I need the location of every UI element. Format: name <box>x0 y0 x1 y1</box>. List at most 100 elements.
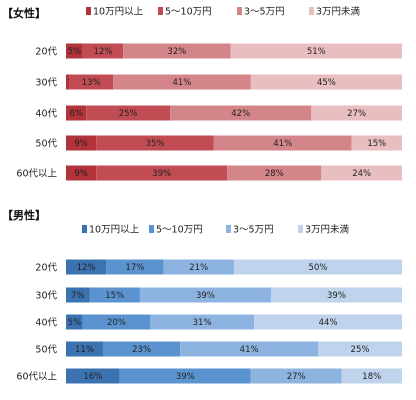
male-data-label-4-0: 16% <box>83 372 102 382</box>
female-data-label-2-1: 25% <box>119 109 138 119</box>
male-bar-segment-1-3 <box>270 287 402 303</box>
male-chart-title: 【男性】 <box>2 208 46 222</box>
male-data-label-1-1: 15% <box>105 291 124 301</box>
male-data-label-4-3: 18% <box>362 372 381 382</box>
male-bar-segment-2-1 <box>82 314 150 330</box>
female-bar-segment-1-3 <box>250 74 402 90</box>
female-data-label-3-3: 15% <box>367 139 386 149</box>
male-legend-label-3: 3万円未満 <box>305 224 350 236</box>
male-bar-segment-3-3 <box>318 341 402 357</box>
female-bar-segment-4-3 <box>321 165 402 181</box>
female-legend-swatch-0 <box>86 7 91 15</box>
male-legend-label-0: 10万円以上 <box>89 225 140 236</box>
female-data-label-0-0: 5% <box>68 47 82 57</box>
male-bar-segment-2-0 <box>66 314 83 330</box>
male-data-label-2-0: 5% <box>68 318 82 328</box>
male-data-label-4-2: 27% <box>287 372 306 382</box>
male-data-label-3-3: 25% <box>351 345 370 355</box>
female-chart-title: 【女性】 <box>2 6 46 20</box>
male-category-label-0: 20代 <box>35 263 57 274</box>
male-data-label-0-3: 50% <box>309 263 328 273</box>
female-chart-panel: 【女性】 10万円以上 5～10万円 3～5万円 3万円未満 20代 5% 12% 32% 51… <box>2 6 402 181</box>
female-data-label-0-2: 32% <box>167 47 186 57</box>
male-data-label-1-3: 39% <box>327 291 346 301</box>
female-bar-segment-3-1 <box>96 135 214 151</box>
male-bar-segment-0-1 <box>106 259 164 275</box>
female-bar-segment-4-1 <box>96 165 228 181</box>
female-category-label-4: 60代以上 <box>16 169 57 180</box>
male-bar-segment-3-1 <box>102 341 181 357</box>
male-bar-segment-2-3 <box>254 314 402 330</box>
female-bar-segment-1-1 <box>69 74 114 90</box>
male-data-label-0-1: 17% <box>125 263 144 273</box>
female-data-label-3-1: 35% <box>146 139 165 149</box>
female-data-label-4-0: 9% <box>74 169 88 179</box>
male-legend-swatch-2 <box>226 225 231 233</box>
male-data-label-2-3: 44% <box>319 318 338 328</box>
male-category-label-3: 50代 <box>35 345 57 356</box>
female-data-label-4-2: 28% <box>265 169 284 179</box>
female-bar-segment-2-2 <box>170 105 312 121</box>
female-legend-label-3: 3万円未満 <box>316 6 361 18</box>
female-data-label-2-3: 27% <box>347 109 366 119</box>
male-data-label-0-2: 21% <box>189 263 208 273</box>
male-legend-label-2: 3～5万円 <box>233 225 274 236</box>
male-data-label-3-0: 11% <box>75 345 94 355</box>
female-legend-label-2: 3～5万円 <box>244 7 285 18</box>
male-legend-swatch-3 <box>298 225 303 233</box>
male-legend-label-1: 5～10万円 <box>156 225 203 236</box>
female-bar-segment-0-2 <box>123 43 231 59</box>
male-data-label-2-2: 31% <box>193 318 212 328</box>
male-category-label-1: 30代 <box>35 291 57 302</box>
male-legend-swatch-1 <box>149 225 154 233</box>
female-bar-segment-0-0 <box>66 43 83 59</box>
male-chart-panel: 【男性】 10万円以上 5～10万円 3～5万円 3万円未満 20代 12% 17% 21% 5… <box>2 208 402 384</box>
female-bar-segment-2-0 <box>66 105 87 121</box>
male-bar-segment-1-2 <box>139 287 271 303</box>
male-bar-segment-0-0 <box>66 259 107 275</box>
male-data-label-1-2: 39% <box>196 291 215 301</box>
male-legend-swatch-0 <box>82 225 87 233</box>
female-data-label-0-3: 51% <box>307 47 326 57</box>
female-data-label-1-3: 45% <box>317 78 336 88</box>
female-bar-segment-1-0 <box>66 74 70 90</box>
male-bar-segment-3-0 <box>66 341 103 357</box>
female-legend-swatch-2 <box>237 7 242 15</box>
male-bar-segment-0-2 <box>163 259 234 275</box>
male-bar-segment-0-3 <box>234 259 402 275</box>
male-data-label-1-0: 7% <box>71 291 85 301</box>
female-data-label-2-0: 6% <box>69 109 83 119</box>
female-category-label-0: 20代 <box>35 47 57 58</box>
female-data-label-1-1: 13% <box>82 78 101 88</box>
male-data-label-4-1: 39% <box>176 372 195 382</box>
female-data-label-3-0: 9% <box>74 139 88 149</box>
female-legend-label-0: 10万円以上 <box>93 7 144 18</box>
female-category-label-1: 30代 <box>35 78 57 89</box>
male-bar-segment-4-3 <box>341 368 402 384</box>
male-data-label-3-1: 23% <box>132 345 151 355</box>
female-bar-segment-3-0 <box>66 135 97 151</box>
female-legend-swatch-1 <box>158 7 163 15</box>
male-bar-segment-4-1 <box>119 368 251 384</box>
female-legend-label-1: 5～10万円 <box>165 7 212 18</box>
male-category-label-4: 60代以上 <box>16 372 57 383</box>
male-data-label-0-0: 12% <box>77 263 96 273</box>
male-bar-segment-1-1 <box>89 287 140 303</box>
female-bar-segment-2-1 <box>86 105 171 121</box>
male-data-label-2-1: 20% <box>107 318 126 328</box>
female-category-label-2: 40代 <box>35 109 57 120</box>
female-data-label-1-2: 41% <box>172 78 191 88</box>
male-data-label-3-2: 41% <box>240 345 259 355</box>
male-bar-segment-1-0 <box>66 287 90 303</box>
male-bar-segment-2-2 <box>150 314 255 330</box>
female-bar-segment-2-3 <box>311 105 402 121</box>
female-legend-swatch-3 <box>309 7 314 15</box>
male-bar-segment-3-2 <box>180 341 318 357</box>
female-data-label-4-1: 39% <box>152 169 171 179</box>
female-bar-segment-4-0 <box>66 165 97 181</box>
female-bar-segment-3-3 <box>351 135 402 151</box>
male-category-label-2: 40代 <box>35 318 57 329</box>
female-bar-segment-3-2 <box>213 135 352 151</box>
female-data-label-3-2: 41% <box>273 139 292 149</box>
